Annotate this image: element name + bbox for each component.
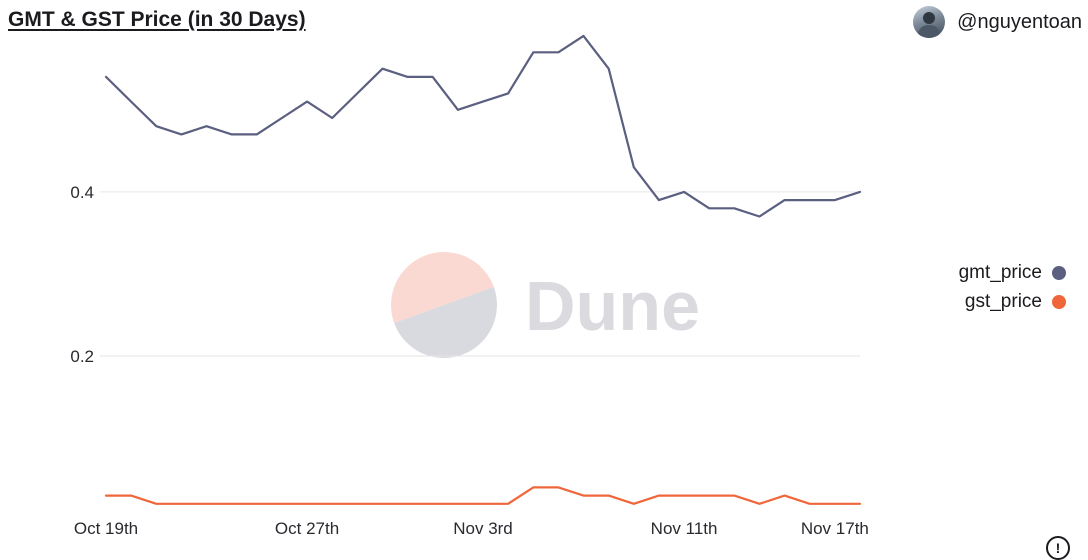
x-tick-label: Oct 27th (275, 519, 339, 538)
chart-legend: gmt_price gst_price (959, 262, 1066, 313)
user-avatar-icon (913, 6, 946, 38)
y-tick-label: 0.4 (70, 183, 94, 202)
y-axis-labels: 0.2 0.4 (70, 183, 94, 366)
legend-dot-gmt-price (1052, 266, 1066, 280)
grid-lines (100, 191, 860, 357)
y-tick-label: 0.2 (70, 347, 94, 366)
x-tick-label: Nov 3rd (453, 519, 513, 538)
legend-label-gmt-price: gmt_price (958, 262, 1042, 283)
series-line-gmt-price (104, 34, 862, 218)
legend-item-gst-price[interactable]: gst_price (965, 291, 1066, 313)
x-axis-labels: Oct 19th Oct 27th Nov 3rd Nov 11th Nov 17th (74, 519, 869, 538)
watermark-logo-bottom (394, 286, 497, 358)
x-tick-label: Oct 19th (74, 519, 138, 538)
author-link[interactable]: @nguyentoan (913, 6, 1082, 38)
x-tick-label: Nov 11th (651, 519, 718, 538)
watermark-logo-top (391, 252, 494, 324)
series-line-gst-price (104, 486, 862, 505)
series-lines (104, 34, 862, 505)
legend-label-gst-price: gst_price (964, 291, 1042, 312)
watermark-text: Dune (525, 267, 700, 345)
dune-watermark: Dune (391, 252, 700, 358)
chart-title[interactable]: GMT & GST Price (in 30 Days) (8, 8, 306, 31)
legend-item-gmt-price[interactable]: gmt_price (959, 262, 1066, 284)
x-tick-label: Nov 17th (801, 519, 869, 538)
author-name: @nguyentoan (957, 10, 1082, 33)
legend-dot-gst-price (1052, 295, 1066, 309)
info-icon[interactable]: ! (1046, 536, 1070, 560)
